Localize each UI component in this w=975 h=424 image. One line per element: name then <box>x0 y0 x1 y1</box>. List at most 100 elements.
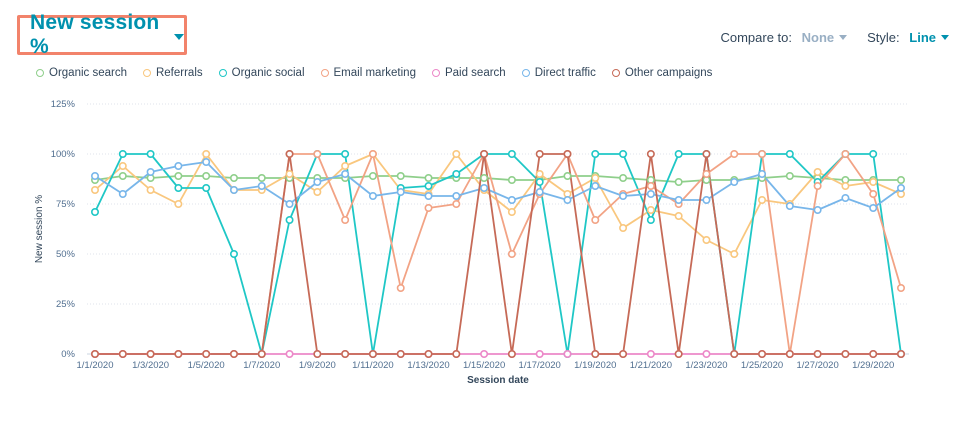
legend-marker-icon <box>36 69 44 77</box>
data-point <box>424 204 433 213</box>
data-point <box>368 349 377 358</box>
data-point <box>869 349 878 358</box>
data-point <box>896 283 905 292</box>
compare-control: Compare to: None <box>720 30 848 45</box>
data-point <box>118 162 127 171</box>
compare-dropdown[interactable]: None <box>802 30 848 45</box>
data-point <box>396 283 405 292</box>
data-point <box>674 150 683 159</box>
data-point <box>313 150 322 159</box>
legend-item[interactable]: Other campaigns <box>611 67 713 79</box>
data-point <box>702 236 711 245</box>
data-point <box>619 150 628 159</box>
compare-value: None <box>801 30 835 45</box>
data-point <box>758 349 767 358</box>
data-point <box>619 192 628 201</box>
legend-item[interactable]: Referrals <box>142 67 203 79</box>
data-point <box>619 349 628 358</box>
chart-legend: Organic search Referrals Organic social Ema… <box>36 67 712 79</box>
data-point <box>563 196 572 205</box>
data-point <box>202 349 211 358</box>
data-point <box>174 162 183 171</box>
data-point <box>507 196 516 205</box>
data-point <box>535 170 544 179</box>
y-tick-label: 50% <box>56 249 76 260</box>
data-point <box>896 349 905 358</box>
legend-item[interactable]: Direct traffic <box>521 67 596 79</box>
data-point <box>563 172 572 181</box>
data-point <box>813 206 822 215</box>
data-point <box>229 174 238 183</box>
data-point <box>368 172 377 181</box>
data-point <box>758 170 767 179</box>
legend-label: Organic search <box>49 67 127 79</box>
data-point <box>424 174 433 183</box>
data-point <box>591 174 600 183</box>
y-tick-label: 125% <box>51 99 76 110</box>
series-line <box>94 161 902 211</box>
data-point <box>702 349 711 358</box>
data-point <box>646 349 655 358</box>
data-point <box>424 349 433 358</box>
data-point <box>563 349 572 358</box>
compare-label: Compare to: <box>720 30 792 45</box>
data-point <box>730 178 739 187</box>
data-point <box>841 349 850 358</box>
legend-marker-icon <box>611 69 620 77</box>
data-point <box>285 170 294 179</box>
legend-label: Other campaigns <box>624 67 713 79</box>
data-point <box>118 349 127 358</box>
data-point <box>229 250 238 259</box>
x-tick-label: 1/25/2020 <box>741 360 783 371</box>
data-point <box>841 194 850 203</box>
data-point <box>896 176 905 185</box>
legend-item[interactable]: Paid search <box>431 67 506 79</box>
data-point <box>646 216 655 225</box>
data-point <box>202 184 211 193</box>
data-point <box>202 172 211 181</box>
data-point <box>758 196 767 205</box>
data-point <box>396 172 405 181</box>
data-point <box>257 349 266 358</box>
metric-selector[interactable]: New session % <box>17 11 187 58</box>
data-point <box>229 349 238 358</box>
x-tick-label: 1/19/2020 <box>574 360 616 371</box>
style-dropdown[interactable]: Line <box>909 30 949 45</box>
data-point <box>452 170 461 179</box>
data-point <box>702 196 711 205</box>
data-point <box>507 150 516 159</box>
x-tick-label: 1/15/2020 <box>463 360 505 371</box>
chevron-down-icon <box>941 35 949 40</box>
data-point <box>257 182 266 191</box>
x-tick-label: 1/9/2020 <box>299 360 336 371</box>
legend-marker-icon <box>142 69 151 77</box>
data-point <box>785 150 794 159</box>
data-point <box>202 150 211 159</box>
data-point <box>285 216 294 225</box>
data-point <box>341 162 350 171</box>
data-point <box>785 172 794 181</box>
legend-item[interactable]: Email marketing <box>320 67 416 79</box>
data-point <box>480 150 489 159</box>
data-point <box>174 172 183 181</box>
data-point <box>869 150 878 159</box>
data-point <box>591 349 600 358</box>
data-point <box>869 190 878 199</box>
legend-item[interactable]: Organic search <box>36 67 127 79</box>
x-tick-label: 1/1/2020 <box>77 360 114 371</box>
data-point <box>896 184 905 193</box>
data-point <box>674 196 683 205</box>
data-point <box>591 182 600 191</box>
data-point <box>507 250 516 259</box>
legend-item[interactable]: Organic social <box>218 67 305 79</box>
data-point <box>841 182 850 191</box>
data-point <box>452 349 461 358</box>
data-point <box>674 212 683 221</box>
data-point <box>758 150 767 159</box>
data-point <box>785 349 794 358</box>
data-point <box>146 186 155 195</box>
data-point <box>813 168 822 177</box>
style-label: Style: <box>867 30 900 45</box>
data-point <box>452 150 461 159</box>
